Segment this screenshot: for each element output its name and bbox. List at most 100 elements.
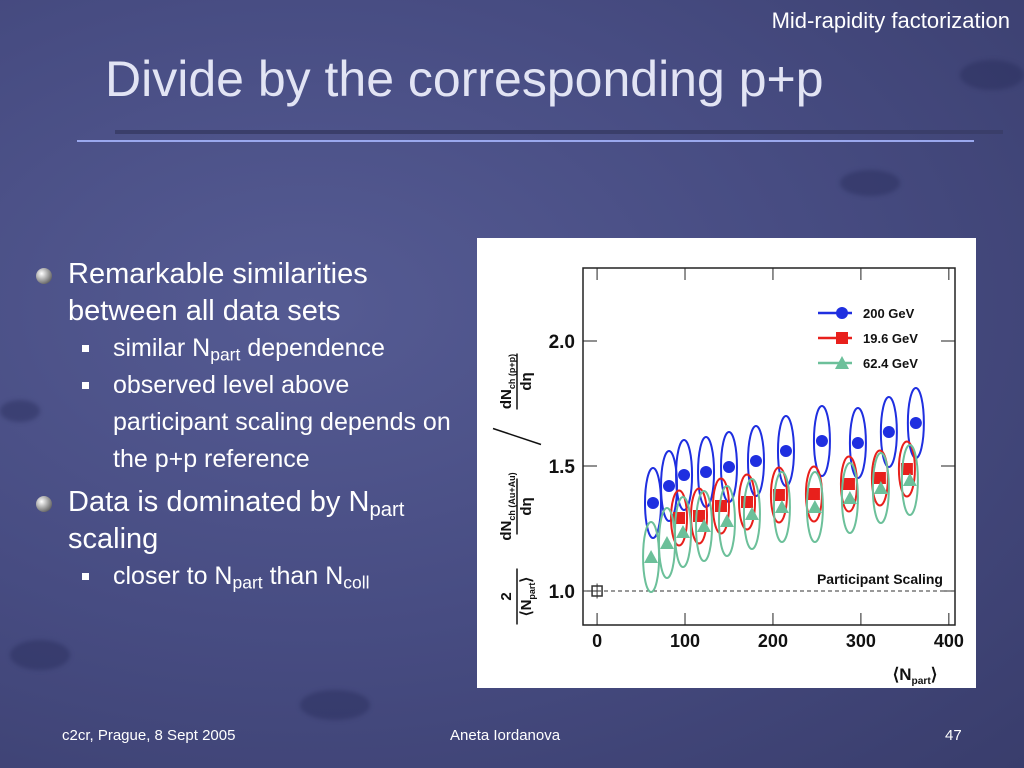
x-tick-label: 0	[592, 631, 602, 651]
bullet: Data is dominated by Npart scaling	[36, 484, 458, 558]
footer-right: 47	[945, 727, 962, 744]
error-ellipse	[746, 425, 765, 497]
text: dN	[498, 389, 515, 409]
data-point	[697, 519, 712, 532]
data-point	[675, 525, 690, 538]
error-ellipse	[717, 485, 736, 557]
label-part: ⟨Npart⟩	[518, 577, 537, 617]
slide-title: Divide by the corresponding p+p	[105, 51, 824, 107]
data-point	[659, 536, 674, 549]
error-ellipse	[675, 439, 694, 511]
bullet: Remarkable similarities between all data…	[36, 256, 458, 330]
text: Data is dominated by N	[68, 486, 370, 518]
sub-bullet: observed level above participant scaling…	[68, 367, 458, 478]
data-point	[700, 466, 713, 478]
data-point	[644, 550, 659, 563]
text: similar N	[113, 334, 211, 362]
decor	[10, 640, 70, 670]
text: ⟨N	[518, 600, 535, 617]
legend-label: 200 GeV	[863, 306, 915, 321]
y-tick-label: 1.0	[549, 582, 575, 603]
text: observed level above participant scaling…	[113, 371, 451, 473]
data-point	[749, 455, 762, 467]
error-ellipse	[695, 490, 714, 562]
text: scaling	[68, 523, 159, 555]
decor	[0, 400, 40, 422]
x-tick-label: 400	[934, 631, 964, 651]
data-point	[807, 488, 820, 500]
data-point	[882, 426, 895, 438]
error-ellipse	[769, 466, 788, 524]
plot-frame	[582, 267, 956, 626]
error-ellipse	[879, 396, 898, 468]
legend-marker	[836, 332, 848, 344]
decor	[840, 170, 900, 196]
error-ellipse	[840, 462, 859, 534]
data-point	[900, 463, 913, 475]
error-ellipse	[812, 405, 831, 477]
rule	[115, 130, 1003, 134]
sub-bullet: similar Npart dependence	[68, 330, 458, 367]
data-point	[722, 461, 735, 473]
data-point	[719, 514, 734, 527]
data-point	[774, 500, 789, 513]
subscript: part	[369, 499, 405, 522]
x-axis-label: ⟨Npart⟩	[893, 665, 938, 687]
data-point	[744, 507, 759, 520]
data-point	[851, 437, 864, 449]
subscript: ch (Au+Au)	[507, 472, 517, 520]
label-part: dη	[518, 497, 535, 515]
decor	[300, 690, 370, 720]
reference-label: Participant Scaling	[817, 571, 943, 587]
data-point	[842, 478, 855, 490]
error-ellipse	[900, 444, 919, 516]
label-part: dNch (Au+Au)	[498, 472, 517, 540]
y-tick-label: 2.0	[549, 332, 575, 353]
error-ellipse	[711, 477, 730, 535]
label-part: dNch (p+p)	[498, 354, 517, 409]
data-point	[842, 491, 857, 504]
data-point	[902, 473, 917, 486]
rule	[77, 140, 974, 142]
data-point	[692, 510, 705, 522]
text: ⟨N	[893, 665, 912, 684]
subscript: part	[527, 583, 537, 600]
corner-label: Mid-rapidity factorization	[771, 8, 1010, 33]
data-point	[714, 500, 727, 512]
footer-center: Aneta Iordanova	[450, 727, 561, 744]
data-point	[815, 435, 828, 447]
error-ellipse	[805, 471, 824, 543]
fraction-slash	[492, 427, 542, 446]
label-part: 2	[498, 592, 515, 600]
error-ellipse	[670, 489, 689, 547]
error-ellipse	[871, 452, 890, 524]
y-tick-label: 1.5	[549, 457, 576, 478]
subscript: ch (p+p)	[507, 354, 517, 389]
subscript: part	[912, 676, 932, 687]
text: Remarkable similarities between all data…	[68, 258, 368, 327]
decor	[960, 60, 1024, 90]
legend-label: 19.6 GeV	[863, 331, 918, 346]
subscript: part	[210, 344, 241, 365]
text: than N	[262, 562, 344, 590]
text: dN	[498, 521, 515, 541]
subscript: part	[232, 572, 263, 593]
data-point	[678, 469, 691, 481]
error-ellipse	[848, 407, 867, 479]
text: ⟩	[931, 665, 938, 684]
text: ⟩	[518, 577, 535, 583]
x-tick-label: 200	[758, 631, 788, 651]
data-point	[741, 496, 754, 508]
footer-left: c2cr, Prague, 8 Sept 2005	[62, 727, 236, 744]
error-ellipse	[738, 473, 757, 531]
text: dependence	[240, 334, 385, 362]
text: closer to N	[113, 562, 233, 590]
bullet-list: Remarkable similarities between all data…	[36, 250, 456, 595]
data-point	[807, 500, 822, 513]
data-point	[772, 489, 785, 501]
label-part: dη	[518, 372, 535, 390]
reference-point	[591, 585, 603, 597]
error-ellipse	[772, 471, 791, 543]
